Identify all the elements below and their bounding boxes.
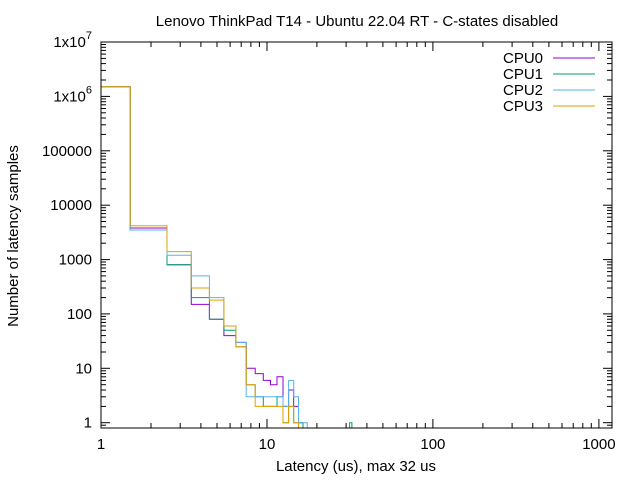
chart-title: Lenovo ThinkPad T14 - Ubuntu 22.04 RT - …	[156, 13, 558, 30]
y-tick-label-exponent: 7	[86, 30, 92, 42]
y-tick-label-base: 1x10	[53, 88, 86, 105]
series-line-cpu0	[100, 86, 304, 428]
y-tick-label: 1x107	[53, 30, 92, 51]
legend-item-cpu0: CPU0	[503, 50, 595, 67]
legend-label: CPU0	[503, 50, 543, 67]
x-tick-label: 100	[420, 436, 445, 453]
series-cpu3	[100, 86, 299, 428]
y-tick-label: 100	[67, 306, 92, 323]
y-tick-label-base: 1	[84, 415, 92, 432]
series-line-cpu2	[100, 86, 308, 428]
y-tick-label-base: 10	[75, 360, 92, 377]
legend-item-cpu2: CPU2	[503, 82, 595, 99]
x-tick-label: 1	[97, 436, 105, 453]
legend-label: CPU2	[503, 82, 543, 99]
series-cpu0	[100, 86, 304, 428]
y-tick-label: 10	[75, 360, 92, 377]
legend-item-cpu1: CPU1	[503, 66, 595, 83]
y-tick-label-base: 100	[67, 306, 92, 323]
series-line-cpu3	[100, 86, 299, 428]
y-tick-label: 10000	[50, 197, 92, 214]
x-axis: 1 10 100 1000	[97, 42, 616, 453]
x-tick-label: 1000	[582, 436, 615, 453]
y-tick-label-base: 10000	[50, 197, 92, 214]
legend-label: CPU3	[503, 98, 543, 115]
y-tick-label: 100000	[42, 143, 92, 160]
legend-item-cpu3: CPU3	[503, 98, 595, 115]
y-axis-label: Number of latency samples	[5, 145, 22, 327]
y-tick-label-base: 1000	[59, 252, 92, 269]
y-tick-label: 1x106	[53, 84, 92, 105]
x-axis-label: Latency (us), max 32 us	[276, 458, 436, 475]
x-tick-label: 10	[259, 436, 276, 453]
series-line-cpu1	[100, 86, 353, 428]
plot-area	[100, 86, 353, 428]
legend-label: CPU1	[503, 66, 543, 83]
y-tick-label-base: 1x10	[53, 34, 86, 51]
y-tick-label: 1	[84, 415, 92, 432]
series-cpu1	[100, 86, 353, 428]
y-tick-label-base: 100000	[42, 143, 92, 160]
y-tick-label-exponent: 6	[86, 84, 92, 96]
series-cpu2	[100, 86, 308, 428]
plot-frame	[100, 41, 613, 429]
y-tick-label: 1000	[59, 252, 92, 269]
